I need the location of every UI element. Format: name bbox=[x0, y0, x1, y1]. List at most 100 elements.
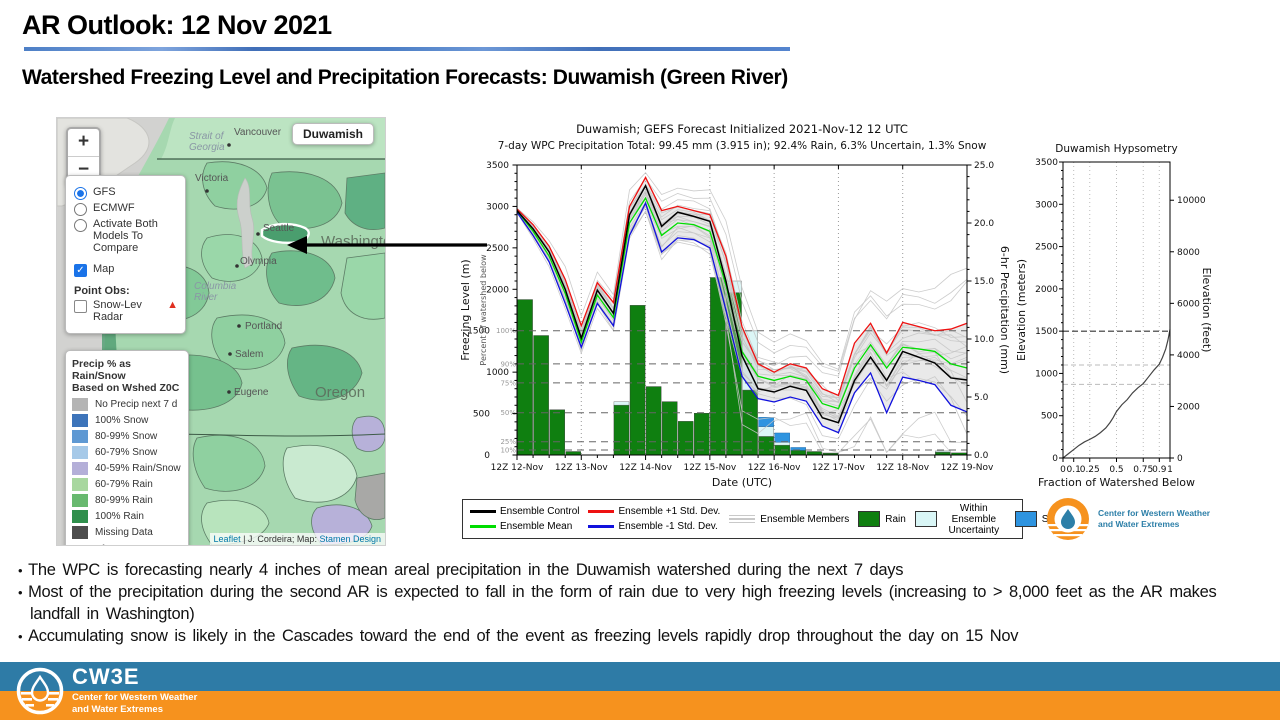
svg-text:2500: 2500 bbox=[486, 244, 509, 254]
map-labels: Vancouver Victoria Seattle Olympia Portland S… bbox=[189, 127, 385, 401]
map-legend-footer: Hover for more information bbox=[72, 544, 182, 545]
svg-text:Elevation (meters): Elevation (meters) bbox=[1015, 259, 1028, 361]
zoom-out-button[interactable]: − bbox=[77, 159, 90, 180]
map-legend-item: 100% Snow bbox=[72, 414, 182, 428]
svg-text:2000: 2000 bbox=[1035, 285, 1058, 295]
legend-minus1-label: Ensemble -1 Std. Dev. bbox=[618, 521, 718, 532]
svg-text:20.0: 20.0 bbox=[974, 219, 994, 229]
plus1-line-icon bbox=[588, 510, 615, 513]
legend-rain-label: Rain bbox=[885, 513, 906, 525]
svg-text:Elevation (feet): Elevation (feet) bbox=[1200, 268, 1213, 353]
legend-swatch-icon bbox=[72, 478, 88, 492]
map-legend-item: 100% Rain bbox=[72, 510, 182, 524]
legend-swatch-icon bbox=[72, 414, 88, 428]
both-models-radio[interactable] bbox=[74, 219, 87, 232]
radar-triangle-icon: ▲ bbox=[167, 299, 178, 311]
summary-bullets: The WPC is forecasting nearly 4 inches o… bbox=[14, 560, 1270, 648]
watershed-pointer-arrow bbox=[287, 236, 487, 254]
footer-orange-bar bbox=[0, 691, 1280, 720]
legend-item-label: 40-59% Rain/Snow bbox=[95, 463, 181, 475]
side-logo-line1: Center for Western Weather bbox=[1098, 508, 1211, 519]
snow-lev-checkbox[interactable] bbox=[74, 300, 87, 313]
svg-text:4000: 4000 bbox=[1177, 351, 1200, 361]
svg-text:Percent of watershed below: Percent of watershed below bbox=[479, 254, 488, 366]
footer-tagline-line1: Center for Western Weather bbox=[72, 692, 198, 703]
map-label-victoria: Victoria bbox=[195, 173, 229, 184]
svg-text:0.5: 0.5 bbox=[1109, 465, 1123, 475]
snow-lev-checkbox-row[interactable]: Snow-Lev Radar ▲ bbox=[74, 299, 178, 323]
mean-line-icon bbox=[470, 525, 496, 528]
map-duwamish-outline[interactable] bbox=[260, 222, 310, 244]
plot-frame bbox=[516, 164, 968, 456]
percent-lines: 100% 90% 75% 50% 25%10% bbox=[496, 327, 967, 455]
gfs-radio-row[interactable]: GFS bbox=[74, 186, 178, 200]
svg-text:1000: 1000 bbox=[1035, 369, 1058, 379]
map-label-columbia-river: Columbia River bbox=[194, 281, 237, 303]
legend-item-label: Missing Data bbox=[95, 527, 153, 539]
both-models-radio-row[interactable]: Activate Both Models To Compare bbox=[74, 218, 178, 254]
svg-text:100%: 100% bbox=[496, 327, 516, 335]
svg-text:3000: 3000 bbox=[486, 202, 509, 212]
axes: 0 500 1000 1500 2000 2500 3000 3500 0.0 5.0 10.0 15… bbox=[467, 161, 994, 473]
bullet-item: The WPC is forecasting nearly 4 inches o… bbox=[14, 560, 1270, 582]
ecmwf-label: ECMWF bbox=[93, 202, 135, 214]
svg-text:Duwamish Hypsometry: Duwamish Hypsometry bbox=[1055, 143, 1177, 155]
legend-swatch-icon bbox=[72, 398, 88, 412]
svg-text:25.0: 25.0 bbox=[974, 161, 994, 171]
page-title: AR Outlook: 12 Nov 2021 bbox=[22, 10, 332, 40]
svg-text:500: 500 bbox=[473, 410, 490, 420]
point-obs-heading: Point Obs: bbox=[74, 285, 130, 297]
hypsometry-chart: Duwamish Hypsometry 0 500 1000 1500 2000 2500 3… bbox=[1015, 143, 1213, 489]
map-label-seattle: Seattle bbox=[263, 223, 295, 234]
svg-text:0: 0 bbox=[484, 451, 490, 461]
cw3e-side-logo: Center for Western Weather and Water Ext… bbox=[1046, 497, 1210, 541]
svg-text:8000: 8000 bbox=[1177, 248, 1200, 258]
svg-text:7-day WPC Precipitation Total:: 7-day WPC Precipitation Total: 99.45 mm … bbox=[498, 140, 987, 152]
cw3e-logo-icon bbox=[1047, 498, 1089, 540]
map-legend-item: No Precip next 7 d bbox=[72, 398, 182, 412]
legend-mean-label: Ensemble Mean bbox=[500, 521, 573, 532]
legend-swatch-icon bbox=[72, 446, 88, 460]
map-label-eugene: Eugene bbox=[234, 387, 269, 398]
map-precip-legend: Precip % as Rain/Snow Based on Wshed Z0C… bbox=[65, 350, 189, 545]
stamen-link[interactable]: Stamen Design bbox=[319, 534, 381, 544]
svg-text:Fraction of Watershed Below: Fraction of Watershed Below bbox=[1038, 476, 1195, 489]
watershed-map[interactable]: Vancouver Victoria Seattle Olympia Portland S… bbox=[57, 118, 385, 545]
leaflet-link[interactable]: Leaflet bbox=[213, 534, 241, 544]
ecmwf-radio[interactable] bbox=[74, 203, 87, 216]
svg-text:12Z 13-Nov: 12Z 13-Nov bbox=[555, 463, 608, 473]
gfs-radio[interactable] bbox=[74, 187, 87, 200]
map-legend-item: 60-79% Snow bbox=[72, 446, 182, 460]
members-lines-icon bbox=[729, 514, 756, 524]
ecmwf-radio-row[interactable]: ECMWF bbox=[74, 202, 178, 216]
map-checkbox[interactable]: ✓ bbox=[74, 264, 87, 277]
both-models-label: Activate Both Models To Compare bbox=[93, 218, 158, 254]
map-legend-items: No Precip next 7 d 100% Snow 80-99% Snow 60… bbox=[72, 398, 182, 540]
legend-swatch-icon bbox=[72, 494, 88, 508]
svg-text:3500: 3500 bbox=[1035, 158, 1058, 168]
svg-text:0.9: 0.9 bbox=[1152, 465, 1167, 475]
zoom-in-button[interactable]: + bbox=[68, 129, 99, 157]
map-checkbox-row[interactable]: ✓ Map bbox=[74, 263, 178, 277]
legend-plus1-label: Ensemble +1 Std. Dev. bbox=[618, 506, 721, 517]
snow-lev-label: Snow-Lev Radar bbox=[93, 299, 142, 323]
svg-text:1: 1 bbox=[1167, 465, 1173, 475]
attribution-text: | J. Cordeira; Map: bbox=[240, 534, 320, 544]
svg-text:Duwamish; GEFS Forecast Initia: Duwamish; GEFS Forecast Initialized 2021… bbox=[576, 122, 908, 136]
legend-members-label: Ensemble Members bbox=[760, 513, 850, 525]
uncertainty-swatch-icon bbox=[914, 511, 937, 527]
svg-text:75%: 75% bbox=[500, 379, 516, 387]
map-legend-title: Precip % as Rain/Snow Based on Wshed Z0C bbox=[72, 358, 180, 395]
svg-text:12Z 18-Nov: 12Z 18-Nov bbox=[876, 463, 929, 473]
map-label-salem: Salem bbox=[235, 349, 263, 360]
svg-text:90%: 90% bbox=[500, 360, 516, 368]
svg-text:0: 0 bbox=[1177, 454, 1183, 464]
legend-swatch-icon bbox=[72, 526, 88, 540]
footer-tagline: Center for Western Weather and Water Ext… bbox=[72, 692, 197, 716]
svg-text:50%: 50% bbox=[500, 409, 516, 417]
map-legend-item: Missing Data bbox=[72, 526, 182, 540]
legend-uncertainty-label: Within Ensemble Uncertainty bbox=[948, 502, 1000, 536]
svg-text:2000: 2000 bbox=[486, 285, 509, 295]
snow-swatch-icon bbox=[1014, 511, 1037, 527]
watershed-name-chip[interactable]: Duwamish bbox=[291, 123, 374, 145]
